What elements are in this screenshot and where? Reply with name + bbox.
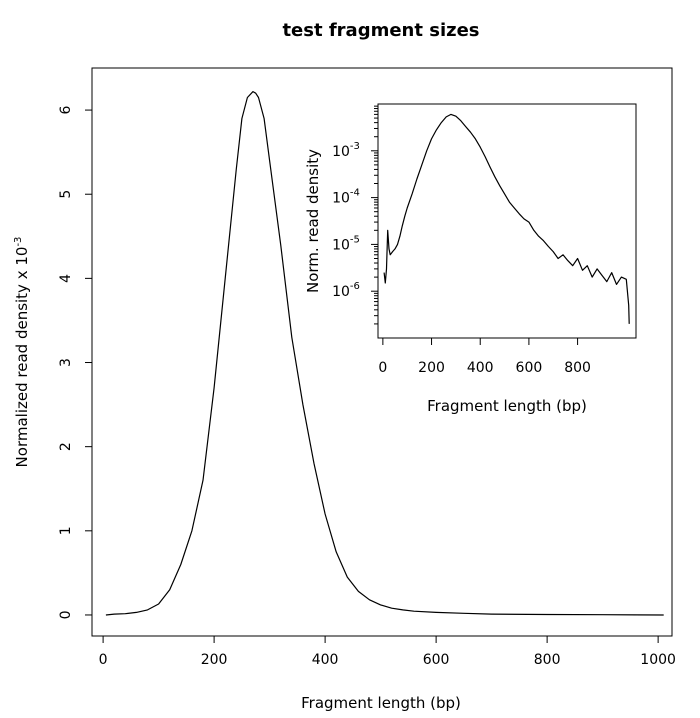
inset-x-tick-label: 0 [378,360,387,376]
main-x-tick-label: 600 [423,652,450,668]
main-y-axis: 0 1 2 3 4 5 6 [58,106,92,620]
main-series-line [105,91,664,616]
inset-y-axis: 10-3 10-4 10-5 10-6 [332,105,378,325]
inset-series-line [383,113,630,324]
main-y-tick-label: 6 [58,106,74,115]
inset-x-axis: 0 200 400 600 800 [378,338,591,376]
main-y-axis-label-text: Normalized read density x 10 [13,247,31,468]
main-x-axis: 0 200 400 600 800 1000 [99,636,676,668]
main-x-tick-label: 200 [201,652,228,668]
inset-y-tick-label: 10-5 [332,234,360,253]
inset-y-tick-label: 10-4 [332,188,360,207]
main-x-tick-label: 1000 [640,652,676,668]
inset-y-tick-label: 10-6 [332,281,360,300]
inset-x-tick-label: 600 [516,360,543,376]
main-y-tick-label: 1 [58,526,74,535]
inset-y-tick-label: 10-3 [332,141,360,160]
main-plot-frame [91,67,673,637]
main-y-axis-label: Normalized read density x 10-3 [13,237,31,468]
main-y-tick-label: 2 [58,442,74,451]
main-y-tick-label: 5 [58,190,74,199]
inset-plot-frame [377,103,637,339]
main-y-axis-label-exponent: -3 [13,237,24,247]
inset-y-axis-label: Norm. read density [304,149,322,293]
inset-background [378,104,636,338]
inset-x-tick-label: 800 [564,360,591,376]
main-y-tick-label: 3 [58,358,74,367]
main-x-axis-label: Fragment length (bp) [301,694,461,712]
main-x-tick-label: 400 [312,652,339,668]
main-y-tick-label: 0 [58,611,74,620]
inset-x-tick-label: 400 [467,360,494,376]
inset-x-axis-label: Fragment length (bp) [427,397,587,415]
main-chart-title: test fragment sizes [282,20,479,41]
main-x-tick-label: 0 [99,652,108,668]
inset-x-tick-label: 200 [418,360,445,376]
main-y-tick-label: 4 [58,274,74,283]
main-x-tick-label: 800 [534,652,561,668]
